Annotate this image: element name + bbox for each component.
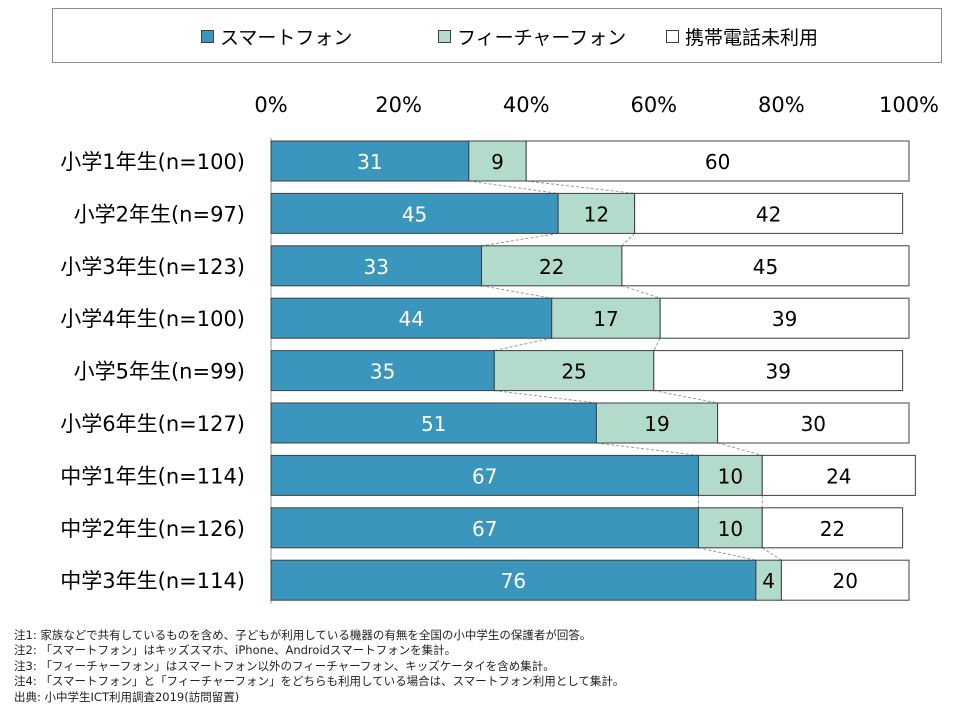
bar-value-label: 51 — [421, 412, 446, 436]
bar-value-label: 17 — [593, 307, 618, 331]
bar-segment — [557, 192, 636, 234]
category-label: 小学4年生(n=100) — [60, 307, 245, 331]
category-label: 小学5年生(n=99) — [74, 360, 245, 384]
note-4: 注4: 「スマートフォン」と「フィーチャーフォン」をどちらも利用している場合は、… — [14, 674, 625, 689]
series-connector-line — [653, 337, 661, 351]
bar-segment — [270, 245, 483, 287]
bar-segment — [270, 297, 553, 339]
category-label: 中学1年生(n=114) — [60, 464, 245, 488]
bar-segment — [653, 350, 904, 392]
bar-segment — [270, 559, 757, 601]
category-label: 小学1年生(n=100) — [60, 150, 245, 174]
bar-segment — [551, 297, 661, 339]
bar-segment — [525, 140, 910, 182]
category-label: 小学3年生(n=123) — [60, 255, 245, 279]
bar-segment — [270, 454, 699, 496]
bar-segment — [468, 140, 527, 182]
legend-item-featurephone: フィーチャーフォン — [438, 9, 626, 64]
x-tick-label: 20% — [375, 93, 422, 117]
bar-value-label: 39 — [765, 360, 790, 384]
bar-segment — [761, 454, 916, 496]
bar-value-label: 45 — [402, 202, 427, 226]
bar-segment — [595, 402, 719, 444]
bar-segment — [493, 350, 655, 392]
legend-swatch-no-phone — [666, 30, 679, 43]
x-tick-label: 40% — [503, 93, 550, 117]
series-connector-line — [526, 180, 635, 194]
bar-value-label: 12 — [584, 202, 609, 226]
chart-legend: スマートフォン フィーチャーフォン 携帯電話未利用 — [52, 8, 942, 63]
bar-value-label: 33 — [364, 255, 389, 279]
x-tick-label: 80% — [758, 93, 805, 117]
legend-swatch-smartphone — [201, 30, 214, 43]
series-connector-line — [481, 285, 552, 299]
bar-segment — [634, 192, 904, 234]
bar-value-label: 22 — [820, 517, 845, 541]
bar-value-label: 31 — [357, 150, 382, 174]
category-label: 小学2年生(n=97) — [74, 202, 245, 226]
x-tick-label: 100% — [879, 93, 939, 117]
series-connector-line — [494, 390, 597, 404]
category-label: 小学6年生(n=127) — [60, 412, 245, 436]
note-source: 出典: 小中学生ICT利用調査2019(訪問留置) — [14, 689, 240, 704]
bar-segment — [481, 245, 623, 287]
bar-value-label: 19 — [644, 412, 669, 436]
series-connector-line — [596, 442, 699, 456]
chart-notes: 注1: 家族などで共有しているものを含め、子どもが利用している機器の有無を全国の… — [14, 628, 624, 705]
legend-item-no-phone: 携帯電話未利用 — [666, 9, 818, 64]
bar-value-label: 20 — [832, 569, 857, 593]
bar-value-label: 35 — [370, 360, 395, 384]
legend-label-featurephone: フィーチャーフォン — [457, 27, 627, 49]
note-1: 注1: 家族などで共有しているものを含め、子どもが利用している機器の有無を全国の… — [14, 628, 592, 642]
series-connector-line — [481, 232, 559, 247]
x-tick-label: 0% — [254, 93, 287, 117]
bar-segment — [717, 402, 910, 444]
bar-segment — [621, 245, 910, 287]
stacked-bar-chart: 0% 20% 40% 60% 80% 100% 小学1年生(n=100) 31 9 60 小学2年生… — [60, 93, 939, 604]
bar-value-label: 10 — [718, 517, 743, 541]
x-tick-label: 60% — [630, 93, 677, 117]
bar-value-label: 9 — [491, 150, 504, 174]
series-connector-line — [761, 547, 782, 561]
bar-segment — [270, 507, 699, 549]
bar-segment — [755, 559, 782, 601]
bar-value-label: 44 — [399, 307, 424, 331]
legend-swatch-featurephone — [438, 30, 451, 43]
bar-segment — [780, 559, 910, 601]
bar-segment — [697, 507, 763, 549]
bar-value-label: 45 — [753, 255, 778, 279]
bar-segment — [659, 297, 910, 339]
series-connector-line — [468, 180, 559, 194]
legend-label-smartphone: スマートフォン — [220, 27, 353, 49]
note-2: 注2: 「スマートフォン」はキッズスマホ、iPhone、Androidスマートフ… — [14, 643, 457, 658]
category-label: 中学2年生(n=126) — [60, 517, 245, 541]
bar-value-label: 4 — [762, 569, 775, 593]
bar-value-label: 25 — [561, 360, 586, 384]
bar-value-label: 39 — [772, 307, 797, 331]
bar-value-label: 10 — [718, 464, 743, 488]
bar-value-label: 42 — [756, 202, 781, 226]
series-connector-line — [653, 390, 718, 404]
series-connector-line — [621, 285, 661, 299]
series-connector-line — [621, 233, 636, 247]
bar-segment — [697, 454, 763, 496]
bar-segment — [270, 350, 495, 392]
bar-value-label: 24 — [826, 464, 851, 488]
category-label: 中学3年生(n=114) — [60, 569, 245, 593]
bar-value-label: 67 — [472, 517, 497, 541]
series-connector-line — [494, 337, 552, 352]
series-connector-line — [698, 547, 756, 561]
bar-value-label: 67 — [472, 464, 497, 488]
bar-segment — [761, 507, 904, 549]
legend-item-smartphone: スマートフォン — [201, 9, 352, 64]
bar-value-label: 22 — [539, 255, 564, 279]
bar-segment — [270, 402, 597, 444]
bar-value-label: 60 — [705, 150, 730, 174]
note-3: 注3: 「フィーチャーフォン」はスマートフォン以外のフィーチャーフォン、キッズケ… — [14, 658, 555, 673]
legend-label-no-phone: 携帯電話未利用 — [685, 27, 819, 49]
series-connector-line — [717, 442, 763, 456]
bar-value-label: 30 — [801, 412, 826, 436]
bar-value-label: 76 — [501, 569, 526, 593]
